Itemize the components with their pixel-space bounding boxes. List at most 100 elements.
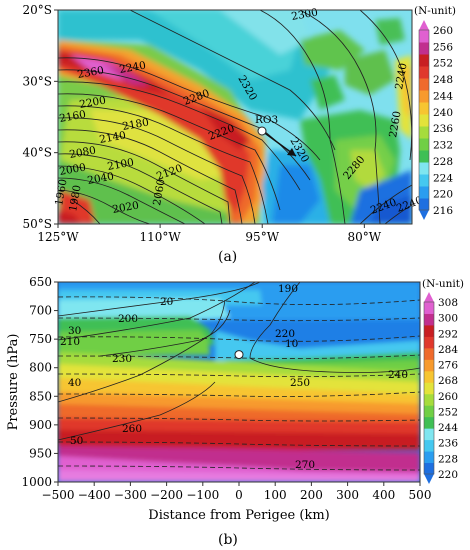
panel-b-y-tick-label: 650 (29, 275, 52, 289)
panel-b-colorbar: 308 300 292 284 276 268 260 252 244 236 228 220 (423, 292, 458, 484)
panel-b-colorbar-swatch (424, 462, 434, 475)
panel-a-colorbar-tick-label: 216 (433, 205, 453, 217)
panel-b-colorbar-swatch (424, 324, 434, 337)
panel-a-colorbar-swatch (419, 162, 429, 175)
panel-b-x-axis: −500 −400 −300 −200 −100 0 100 200 300 400 500 (42, 482, 432, 502)
panel-a-trajectory-arrow (261, 130, 297, 157)
panel-b-x-tick-label: −300 (114, 488, 147, 502)
panel-b-colorbar-tick-label: 284 (438, 344, 458, 356)
panel-a-x-tick-label: 110°W (139, 230, 181, 244)
panel-a-contour-label: 2360 (76, 64, 104, 80)
panel-b-contour-label: 40 (68, 377, 81, 389)
panel-b-contour-label: 10 (285, 338, 298, 350)
panel-b-colorbar-swatch (424, 359, 434, 372)
panel-b-y-tick-label: 850 (29, 389, 52, 403)
panel-b-perigee-marker (234, 350, 244, 360)
panel-a-colorbar-tick-label: 252 (433, 58, 453, 70)
panel-a-contour-label: 2240 (393, 62, 409, 90)
panel-a-colorbar-swatch (419, 78, 429, 91)
panel-a-colorbar-tick-label: 244 (433, 90, 453, 102)
panel-b-x-tick-label: −500 (42, 488, 75, 502)
panel-a-contour-label: 2080 (68, 144, 96, 160)
panel-a-colorbar-tick-label: 256 (433, 41, 453, 53)
panel-a-colorbar-tick-label: 236 (433, 123, 453, 135)
panel-b-y-tick-label: 800 (29, 361, 52, 375)
panel-b-y-tick-label: 900 (29, 418, 52, 432)
panel-b-colorbar-swatch (424, 370, 434, 383)
panel-b-y-tick-label: 750 (29, 332, 52, 346)
panel-b-colorbar-swatch (424, 393, 434, 406)
panel-b-x-tick-label: 200 (300, 488, 323, 502)
panel-b-colorbar-swatch (424, 382, 434, 395)
panel-b-colorbar-tick-label: 228 (438, 453, 458, 465)
panel-a-colorbar-swatch (419, 150, 429, 163)
panel-b-x-tick-label: 400 (372, 488, 395, 502)
panel-b-contour-label: 200 (118, 313, 138, 325)
panel-a-y-tick-label: 50°S (23, 217, 53, 231)
panel-b-contour-label: 240 (388, 369, 408, 381)
panel-a-colorbar-tick-label: 228 (433, 156, 453, 168)
panel-b-colorbar-swatch (424, 336, 434, 349)
panel-b-x-tick-label: 0 (235, 488, 243, 502)
panel-a-colorbar-swatch (419, 42, 429, 55)
panel-a-x-tick-label: 80°W (348, 230, 382, 244)
panel-b-contour-label: 270 (295, 459, 315, 471)
panel-a-x-tick-label: 125°W (37, 230, 79, 244)
panel-a-colorbar-tick-label: 232 (433, 140, 453, 152)
panel-a-contour-label: 2180 (121, 116, 149, 132)
panel-a-colorbar-tick-label: 220 (433, 189, 453, 201)
panel-a-colorbar-swatch (419, 30, 429, 43)
panel-a-frame (57, 9, 413, 225)
panel-b-x-tick-label: 100 (264, 488, 287, 502)
panel-b-colorbar-swatch (424, 313, 434, 326)
panel-a-colorbar-swatch (419, 114, 429, 127)
panel-a-x-axis: 125°W 110°W 95°W 80°W (37, 224, 382, 244)
panel-b-colorbar-tick-label: 300 (438, 313, 458, 325)
panel-b-colorbar-tick-label: 268 (438, 375, 458, 387)
panel-a-contour-label: 1980 (67, 184, 83, 212)
panel-b-contour-label: 30 (68, 325, 81, 337)
panel-b-contour-label: 50 (70, 435, 83, 447)
panel-a-contour-label: 2060 (151, 178, 167, 206)
panel-b-colorbar-tick-label: 220 (438, 469, 458, 481)
panel-a-contour-label: 2140 (98, 129, 126, 145)
panel-a-colorbar: 260 256 252 248 244 240 236 232 228 224 220 216 (418, 20, 453, 220)
panel-a-colorbar-tick-label: 224 (433, 172, 453, 184)
panel-a-colorbar-high-extend (419, 20, 429, 30)
panel-a-y-axis: 20°S 30°S 40°S 50°S (23, 3, 58, 231)
panel-b-colorbar-tick-label: 244 (438, 422, 458, 434)
panel-b-y-tick-label: 1000 (21, 475, 52, 489)
panel-b-label: (b) (218, 532, 238, 548)
panel-b-colorbar-swatch (424, 405, 434, 418)
panel-a-colorbar-swatch (419, 102, 429, 115)
panel-b-contour-label: 210 (60, 336, 80, 348)
panel-a-x-tick-label: 95°W (245, 230, 279, 244)
panel-b-colorbar-swatch (424, 347, 434, 360)
panel-b-x-tick-label: 300 (336, 488, 359, 502)
panel-b-solid-contours (58, 282, 420, 441)
panel-a-contour-label: 2040 (86, 170, 114, 186)
panel-a-contour-label: 2160 (58, 108, 86, 124)
panel-a-contour-label: 1960 (53, 178, 69, 206)
panel-a-colorbar-frame (418, 29, 430, 211)
panel-b-colorbar-swatch (424, 428, 434, 441)
panel-b-colorbar-tick-label: 276 (438, 360, 458, 372)
panel-b-x-tick-label: 500 (409, 488, 432, 502)
panel-b-y-tick-label: 700 (29, 304, 52, 318)
panel-a-ro3-marker (257, 126, 267, 136)
panel-b-contour-label: 250 (290, 377, 310, 389)
panel-a-colorbar-tick-label: 248 (433, 74, 453, 86)
panel-b-colorbar-frame (423, 301, 435, 475)
panel-b-xlabel: Distance from Perigee (km) (148, 508, 329, 523)
panel-a-colorbar-tick-label: 240 (433, 107, 453, 119)
panel-a-contour-label: 2200 (78, 94, 106, 110)
panel-b-colorbar-tick-label: 236 (438, 438, 458, 450)
panel-b-contour-label: 20 (160, 296, 173, 308)
panel-a-colorbar-swatch (419, 186, 429, 199)
panel-a-ro3-label: RO3 (255, 114, 278, 126)
panel-a-contour-label: 2020 (111, 199, 139, 215)
